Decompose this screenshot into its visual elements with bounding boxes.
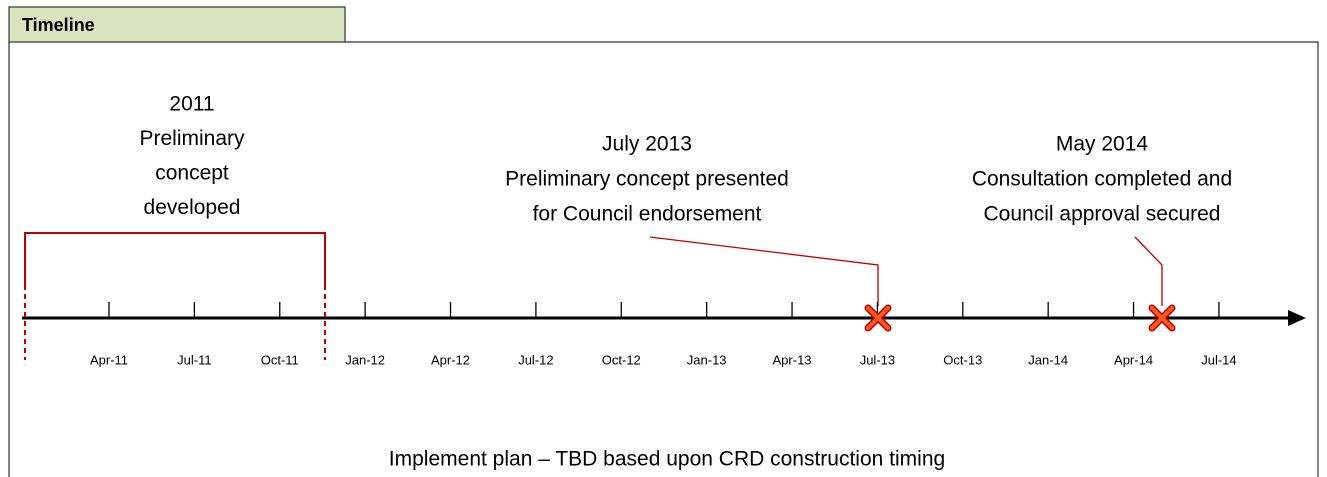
period-bracket-dashed [24, 285, 326, 360]
tick-label: Apr-11 [90, 352, 128, 367]
period-label: Preliminary [139, 127, 245, 150]
tick-label: Apr-12 [431, 352, 470, 367]
period-bracket [24, 232, 326, 285]
tick-label: Jan-12 [345, 352, 385, 367]
tick-label: Jan-13 [687, 352, 727, 367]
tick-label: Oct-13 [943, 352, 982, 367]
milestone-label: May 2014 [1056, 133, 1149, 156]
milestone-label: Preliminary concept presented [505, 168, 789, 191]
tick-label: Jul-14 [1201, 352, 1236, 367]
tick-label: Oct-12 [602, 352, 641, 367]
milestone-label: July 2013 [602, 133, 692, 156]
milestone-label: Consultation completed and [972, 168, 1232, 191]
tick-label: Apr-14 [1114, 352, 1153, 367]
tick-label: Jul-13 [860, 352, 895, 367]
tab [8, 6, 346, 43]
period-label: developed [144, 196, 241, 219]
axis-arrow [1288, 310, 1306, 326]
leader-line [649, 236, 879, 306]
milestone-label: for Council endorsement [533, 203, 762, 226]
period-label: 2011 [169, 93, 214, 116]
period-label: concept [155, 162, 229, 185]
tick-label: Jul-11 [177, 352, 211, 367]
footer-text: Implement plan – TBD based upon CRD cons… [389, 448, 945, 471]
tick-label: Jan-14 [1028, 352, 1068, 367]
milestone-label: Council approval secured [984, 203, 1221, 226]
tab-title: Timeline [22, 15, 95, 35]
tick-label: Oct-11 [261, 352, 299, 367]
tick-label: Apr-13 [773, 352, 812, 367]
milestone-marker [866, 306, 890, 330]
milestone-marker [1150, 306, 1174, 330]
panel-border [8, 41, 1319, 477]
tick-label: Jul-12 [518, 352, 553, 367]
leader-line [1134, 236, 1163, 306]
